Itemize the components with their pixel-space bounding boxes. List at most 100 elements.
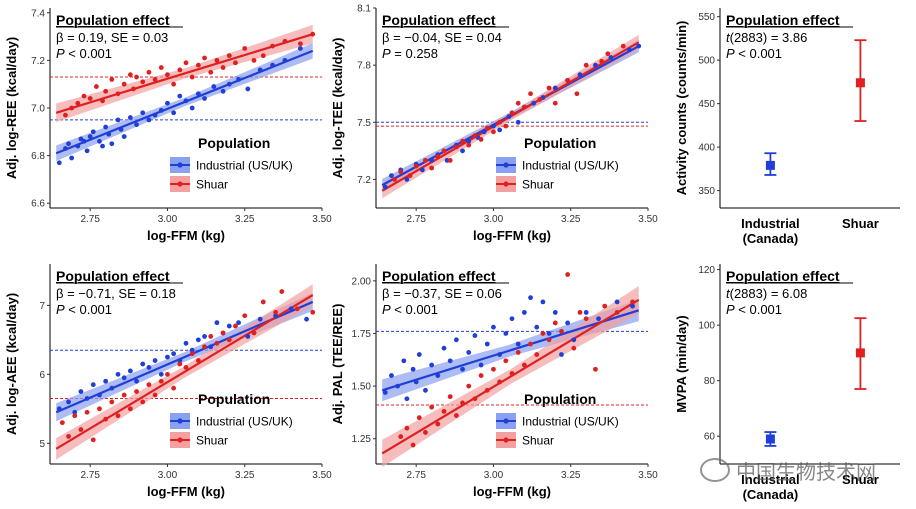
data-point-industrial bbox=[146, 117, 152, 123]
data-point-shuar bbox=[478, 137, 484, 142]
data-point-industrial bbox=[559, 352, 564, 357]
data-point-industrial bbox=[435, 373, 441, 378]
data-point-industrial bbox=[152, 358, 158, 363]
effect-stat: β = 0.19, SE = 0.03 bbox=[56, 30, 168, 45]
data-point-industrial bbox=[127, 115, 133, 120]
data-point-industrial bbox=[389, 373, 394, 378]
y-axis-label: Adj. log-TEE (kcal/day) bbox=[330, 38, 345, 179]
data-point-shuar bbox=[571, 345, 577, 351]
data-point-shuar bbox=[410, 442, 416, 448]
category-label: Industrial bbox=[741, 216, 800, 231]
data-point-shuar bbox=[423, 430, 428, 435]
data-point-shuar bbox=[398, 169, 404, 175]
data-point-shuar bbox=[214, 57, 220, 63]
effect-stat-value: β = −0.37, SE = 0.06 bbox=[382, 286, 502, 301]
data-point-industrial bbox=[63, 146, 68, 151]
data-point-shuar bbox=[565, 77, 571, 83]
data-point-shuar bbox=[273, 309, 279, 315]
data-point-shuar bbox=[577, 310, 583, 315]
data-point-industrial bbox=[491, 324, 496, 330]
data-point-shuar bbox=[121, 392, 127, 398]
y-tick-label: 350 bbox=[698, 186, 715, 197]
effect-stat: β = −0.71, SE = 0.18 bbox=[56, 286, 176, 301]
data-point-industrial bbox=[158, 371, 164, 377]
data-point-industrial bbox=[236, 320, 241, 326]
data-point-industrial bbox=[106, 131, 112, 137]
data-point-industrial bbox=[134, 378, 139, 384]
y-tick-label: 6.8 bbox=[31, 151, 45, 162]
data-point-shuar bbox=[208, 69, 214, 75]
data-point-shuar bbox=[202, 344, 207, 350]
data-point-shuar bbox=[93, 84, 99, 89]
data-point-shuar bbox=[546, 85, 552, 91]
data-point-industrial bbox=[571, 337, 577, 343]
data-point-shuar bbox=[233, 60, 238, 66]
data-point-shuar bbox=[177, 361, 183, 367]
effect-pvalue: P < 0.001 bbox=[382, 302, 438, 317]
data-point-industrial bbox=[509, 316, 515, 322]
fit-line-industrial bbox=[381, 309, 640, 392]
data-point-shuar bbox=[503, 123, 509, 129]
y-axis-label: Adj. log-REE (kcal/day) bbox=[4, 37, 19, 179]
data-point-shuar bbox=[195, 62, 201, 68]
data-point-industrial bbox=[195, 337, 201, 343]
data-point-shuar bbox=[540, 331, 546, 336]
data-point-industrial bbox=[441, 345, 447, 351]
data-point-industrial bbox=[56, 160, 62, 166]
panel-pal: 1.25 1.50 1.75 2.00 Adj. PAL (TEE/REE) 2.75 3.… bbox=[330, 264, 658, 499]
data-point-industrial bbox=[565, 320, 571, 326]
data-point-industrial bbox=[100, 143, 105, 149]
data-point-shuar bbox=[220, 65, 226, 70]
data-point-shuar bbox=[251, 57, 257, 63]
data-point-shuar bbox=[497, 379, 503, 385]
legend-key-point bbox=[503, 181, 509, 187]
effect-pvalue-value: < 0.001 bbox=[65, 46, 112, 61]
data-point-industrial bbox=[484, 341, 490, 347]
data-point-industrial bbox=[534, 324, 540, 330]
data-point-industrial bbox=[531, 100, 537, 106]
data-point-industrial bbox=[593, 62, 598, 68]
y-tick-label: 1.25 bbox=[352, 434, 372, 445]
y-tick-label: 7.2 bbox=[357, 175, 371, 186]
wechat-icon bbox=[700, 458, 730, 482]
y-tick-label: 450 bbox=[698, 99, 715, 110]
data-point-shuar bbox=[509, 110, 515, 116]
data-point-shuar bbox=[183, 365, 189, 370]
category-label: Industrial bbox=[741, 472, 800, 487]
data-point-shuar bbox=[630, 299, 635, 305]
data-point-shuar bbox=[521, 104, 527, 110]
effect-stat-value: (2883) = 6.08 bbox=[730, 286, 808, 301]
data-point-industrial bbox=[506, 114, 512, 119]
data-point-industrial bbox=[97, 392, 102, 398]
y-axis-label: Activity counts (counts/min) bbox=[674, 21, 689, 196]
data-point-industrial bbox=[140, 110, 146, 116]
y-tick-label: 6.6 bbox=[31, 199, 45, 210]
data-point-industrial bbox=[429, 362, 435, 368]
panel-tee: 7.2 7.5 7.8 8.1 Adj. log-TEE (kcal/day) 2.75 3… bbox=[330, 4, 658, 244]
data-point-industrial bbox=[466, 350, 472, 355]
data-point-shuar bbox=[134, 74, 139, 80]
data-point-industrial bbox=[552, 310, 558, 315]
data-point-shuar bbox=[226, 337, 232, 343]
category-label: (Canada) bbox=[743, 487, 799, 502]
data-point-shuar bbox=[521, 362, 527, 368]
data-point-industrial bbox=[410, 366, 416, 372]
data-point-shuar bbox=[534, 352, 540, 357]
data-point-industrial bbox=[460, 148, 465, 154]
y-tick-label: 8.1 bbox=[357, 4, 371, 15]
data-point-shuar bbox=[413, 163, 419, 169]
legend-label: Industrial (US/UK) bbox=[522, 159, 619, 173]
y-tick-label: 60 bbox=[704, 432, 716, 443]
data-point-shuar bbox=[171, 385, 177, 391]
data-point-industrial bbox=[226, 81, 232, 87]
data-point-industrial bbox=[627, 47, 632, 53]
data-point-shuar bbox=[220, 330, 226, 336]
data-point-shuar bbox=[398, 434, 404, 440]
x-tick-label: 3.50 bbox=[638, 214, 658, 225]
data-point-shuar bbox=[84, 409, 90, 415]
data-point-shuar bbox=[66, 434, 71, 439]
data-point-shuar bbox=[152, 77, 158, 82]
data-point-industrial bbox=[583, 310, 589, 315]
x-tick-label: 2.75 bbox=[406, 470, 426, 481]
data-point-industrial bbox=[608, 55, 614, 60]
